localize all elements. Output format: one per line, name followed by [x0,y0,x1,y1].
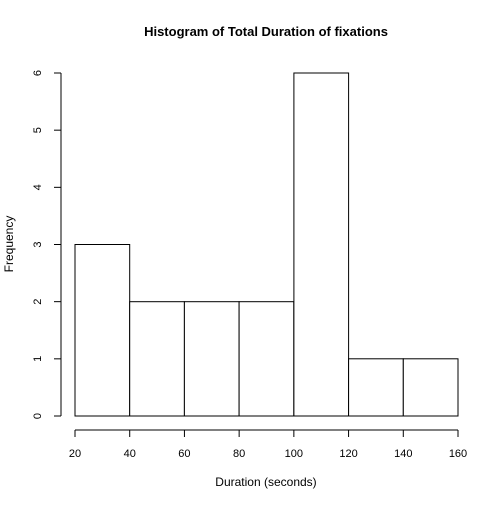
y-tick-label-1: 1 [32,356,44,362]
y-tick-label-0: 0 [32,413,44,419]
histogram-bar-1 [129,301,185,417]
x-tick-label-7: 160 [449,448,467,460]
histogram-bar-0 [74,244,131,417]
x-tick-label-2: 60 [178,448,190,460]
y-tick-label-5: 5 [32,127,44,133]
x-axis: 20 40 60 80 100 120 140 160 [69,429,467,460]
histogram-bar-3 [238,301,295,417]
y-tick-label-3: 3 [32,241,44,247]
x-tick-label-4: 100 [285,448,303,460]
y-tick-label-2: 2 [32,299,44,305]
x-tick-label-3: 80 [233,448,245,460]
x-axis-label: Duration (seconds) [215,475,316,489]
y-tick-label-4: 4 [32,184,44,190]
histogram-bar-2 [183,301,240,417]
y-tick-label-6: 6 [32,70,44,76]
y-axis: 0 1 2 3 4 5 6 [32,70,62,419]
histogram-bar-5 [348,358,404,417]
x-tick-label-6: 140 [394,448,412,460]
x-tick-label-5: 120 [339,448,357,460]
x-tick-label-1: 40 [124,448,136,460]
x-tick-label-0: 20 [69,448,81,460]
bars-group [74,72,459,417]
histogram-bar-4 [293,72,350,417]
y-axis-label: Frequency [2,216,16,273]
chart-title: Histogram of Total Duration of fixations [144,24,388,39]
histogram-bar-6 [402,358,459,417]
